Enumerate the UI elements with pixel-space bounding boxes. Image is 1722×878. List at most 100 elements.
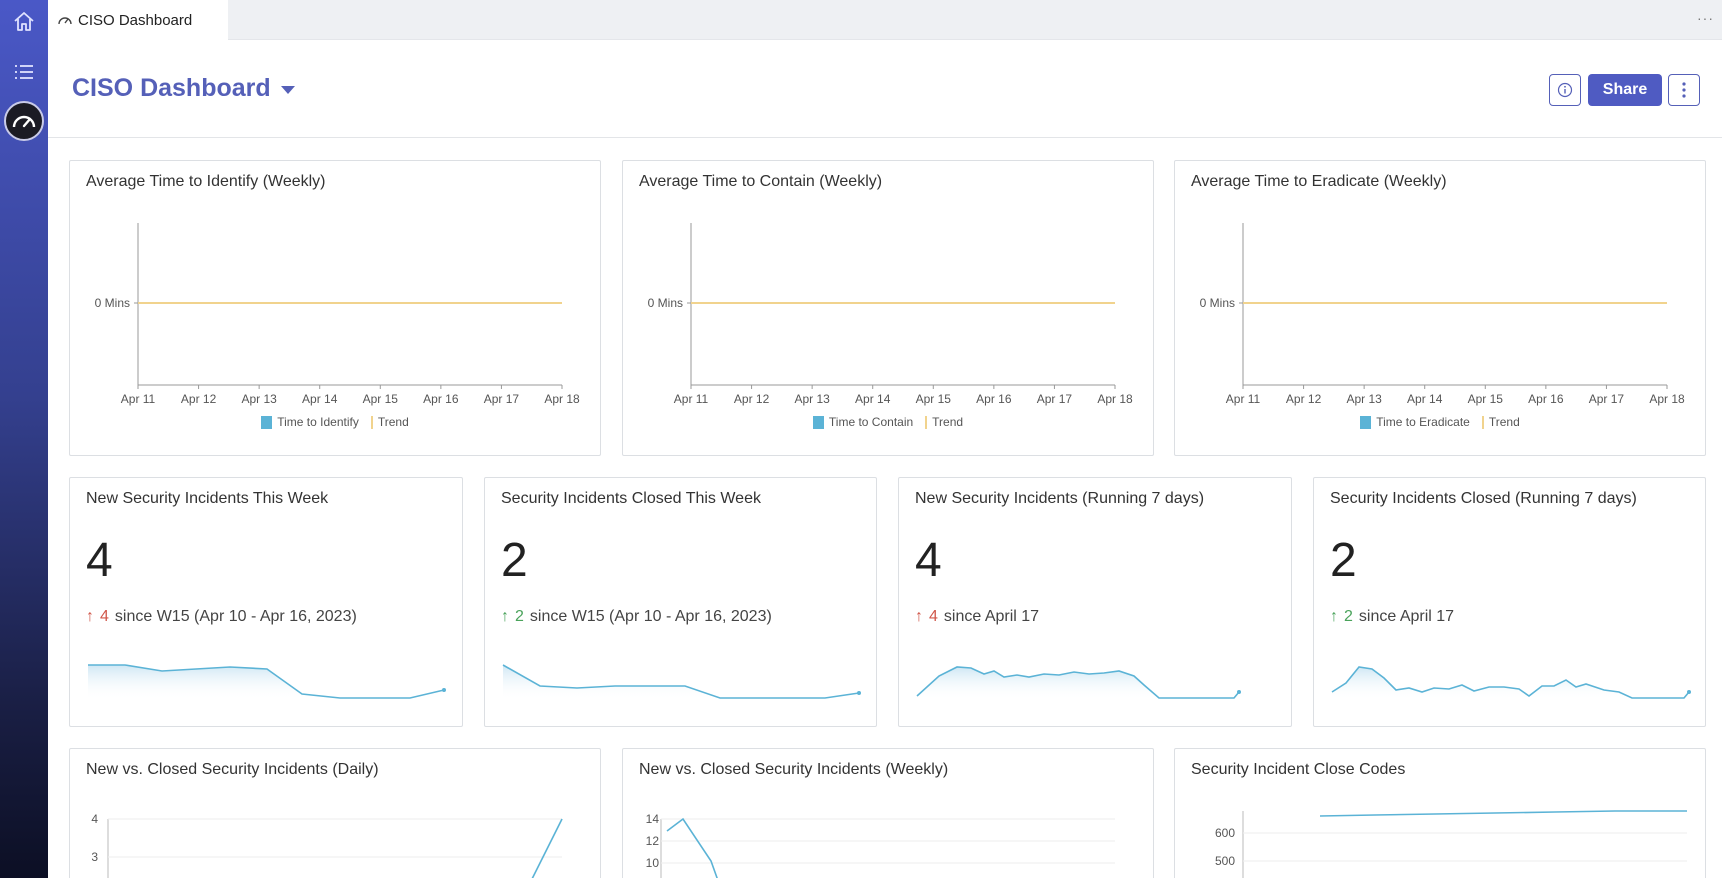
- y-tick-label: 0 Mins: [648, 296, 683, 310]
- list-button[interactable]: [0, 50, 48, 94]
- kpi-value: 4: [86, 534, 113, 587]
- tab-strip: CISO Dashboard ···: [48, 0, 1722, 40]
- delta-since: since April 17: [943, 608, 1040, 625]
- chart-legend: Time to Eradicate Trend: [1175, 415, 1705, 429]
- x-tick-label: Apr 17: [484, 392, 520, 406]
- x-tick-label: Apr 18: [1097, 392, 1133, 406]
- y-tick: 4: [91, 812, 98, 826]
- legend-item-series[interactable]: Time to Eradicate: [1360, 415, 1470, 429]
- info-icon: [1557, 82, 1573, 98]
- delta-since: since W15 (Apr 10 - Apr 16, 2023): [529, 608, 772, 625]
- arrow-up-icon: ↑: [1330, 608, 1338, 625]
- chart-legend: Time to Contain Trend: [623, 415, 1153, 429]
- sparkline: [502, 664, 861, 700]
- close-codes-chart: 600 500: [1215, 810, 1687, 878]
- kpi-delta: ↑ 4 since April 17: [915, 608, 1039, 626]
- home-button[interactable]: [0, 0, 48, 44]
- card-title: Average Time to Identify (Weekly): [86, 173, 326, 190]
- sparkline: [88, 664, 446, 700]
- dashboard-title-dropdown[interactable]: CISO Dashboard: [72, 74, 295, 103]
- card-title: Security Incidents Closed This Week: [501, 490, 761, 507]
- kebab-menu-icon: [1682, 82, 1686, 98]
- x-tick-label: Apr 16: [423, 392, 459, 406]
- y-tick: 12: [646, 834, 660, 848]
- x-tick-label: Apr 14: [855, 392, 891, 406]
- kpi-value: 2: [501, 534, 528, 587]
- delta-since: since W15 (Apr 10 - Apr 16, 2023): [114, 608, 357, 625]
- new-vs-closed-daily-card: New vs. Closed Security Incidents (Daily…: [69, 748, 601, 878]
- legend-item-trend[interactable]: Trend: [925, 415, 963, 429]
- new-vs-closed-weekly-card: New vs. Closed Security Incidents (Weekl…: [622, 748, 1154, 878]
- time-to-contain-card: Average Time to Contain (Weekly) 0 Mins A…: [622, 160, 1154, 456]
- arrow-up-icon: ↑: [915, 608, 923, 625]
- x-tick-label: Apr 17: [1589, 392, 1625, 406]
- kpi-delta: ↑ 2 since April 17: [1330, 608, 1454, 626]
- weekly-chart: 14 12 10: [646, 812, 1115, 878]
- delta-value: 4: [929, 608, 938, 625]
- delta-value: 2: [1344, 608, 1353, 625]
- x-tick-label: Apr 14: [1407, 392, 1443, 406]
- card-title: New vs. Closed Security Incidents (Weekl…: [639, 761, 949, 778]
- chart-legend: Time to Identify Trend: [70, 415, 600, 429]
- tab-ciso-dashboard[interactable]: CISO Dashboard: [48, 0, 228, 40]
- time-chart: 0 Mins Apr 11 Apr 12 Apr 13 Apr 14 Apr 15 Apr …: [1200, 223, 1685, 406]
- page-title: CISO Dashboard: [72, 74, 271, 102]
- info-button[interactable]: [1549, 74, 1581, 106]
- gauge-icon: [58, 17, 72, 25]
- card-title: Average Time to Contain (Weekly): [639, 173, 883, 190]
- close-codes-card: Security Incident Close Codes 600 500: [1174, 748, 1706, 878]
- left-rail: [0, 0, 48, 878]
- x-tick-label: Apr 12: [181, 392, 217, 406]
- sparkline: [1331, 666, 1691, 700]
- delta-value: 2: [515, 608, 524, 625]
- card-title: New Security Incidents This Week: [86, 490, 329, 507]
- x-tick-label: Apr 18: [1649, 392, 1685, 406]
- x-tick-label: Apr 15: [363, 392, 399, 406]
- card-title: New vs. Closed Security Incidents (Daily…: [86, 761, 379, 778]
- caret-down-icon: [280, 86, 295, 94]
- y-tick: 500: [1215, 854, 1235, 868]
- x-tick-label: Apr 16: [1528, 392, 1564, 406]
- card-title: Security Incident Close Codes: [1191, 761, 1406, 778]
- x-tick-label: Apr 13: [241, 392, 277, 406]
- x-tick-label: Apr 11: [674, 392, 709, 406]
- card-title: New Security Incidents (Running 7 days): [915, 490, 1205, 507]
- legend-item-trend[interactable]: Trend: [370, 415, 409, 429]
- sparkline: [916, 666, 1244, 700]
- time-chart: 0 Mins Apr 11 Apr 12 Apr 13 Apr 14 Apr 15 Apr …: [648, 223, 1133, 406]
- kpi-card-closed-this-week: Security Incidents Closed This Week 2 ↑ …: [484, 477, 877, 727]
- dashboard-header: CISO Dashboard Share: [48, 40, 1722, 138]
- legend-item-series[interactable]: Time to Identify: [261, 415, 359, 429]
- tab-label: CISO Dashboard: [78, 11, 193, 29]
- dashboard-button[interactable]: [4, 101, 44, 141]
- list-icon: [15, 65, 33, 79]
- share-button[interactable]: Share: [1588, 74, 1662, 106]
- x-tick-label: Apr 15: [916, 392, 952, 406]
- home-icon: [14, 12, 34, 31]
- x-tick-label: Apr 12: [1286, 392, 1322, 406]
- x-tick-label: Apr 16: [976, 392, 1012, 406]
- x-tick-label: Apr 15: [1468, 392, 1504, 406]
- x-tick-label: Apr 12: [734, 392, 770, 406]
- legend-item-trend[interactable]: Trend: [1481, 415, 1520, 429]
- arrow-up-icon: ↑: [86, 608, 94, 625]
- legend-item-series[interactable]: Time to Contain: [812, 415, 913, 429]
- y-tick: 10: [646, 856, 660, 870]
- delta-since: since April 17: [1358, 608, 1455, 625]
- card-title: Security Incidents Closed (Running 7 day…: [1330, 490, 1637, 507]
- tab-overflow-menu[interactable]: ···: [1697, 10, 1714, 26]
- arrow-up-icon: ↑: [501, 608, 509, 625]
- x-tick-label: Apr 14: [302, 392, 338, 406]
- y-tick: 3: [91, 850, 98, 864]
- y-tick-label: 0 Mins: [1200, 296, 1235, 310]
- x-tick-label: Apr 13: [794, 392, 830, 406]
- kpi-card-closed-running-7-days: Security Incidents Closed (Running 7 day…: [1313, 477, 1706, 727]
- time-chart: 0 Mins Apr 11 Apr 12 Apr 13 Apr 14 Apr 15 Apr …: [95, 223, 580, 406]
- y-tick: 600: [1215, 826, 1235, 840]
- x-tick-label: Apr 18: [544, 392, 580, 406]
- more-options-button[interactable]: [1668, 74, 1700, 106]
- kpi-card-new-running-7-days: New Security Incidents (Running 7 days) …: [898, 477, 1292, 727]
- y-tick-label: 0 Mins: [95, 296, 130, 310]
- time-to-identify-card: Average Time to Identify (Weekly) 0 Mins…: [69, 160, 601, 456]
- card-title: Average Time to Eradicate (Weekly): [1191, 173, 1447, 190]
